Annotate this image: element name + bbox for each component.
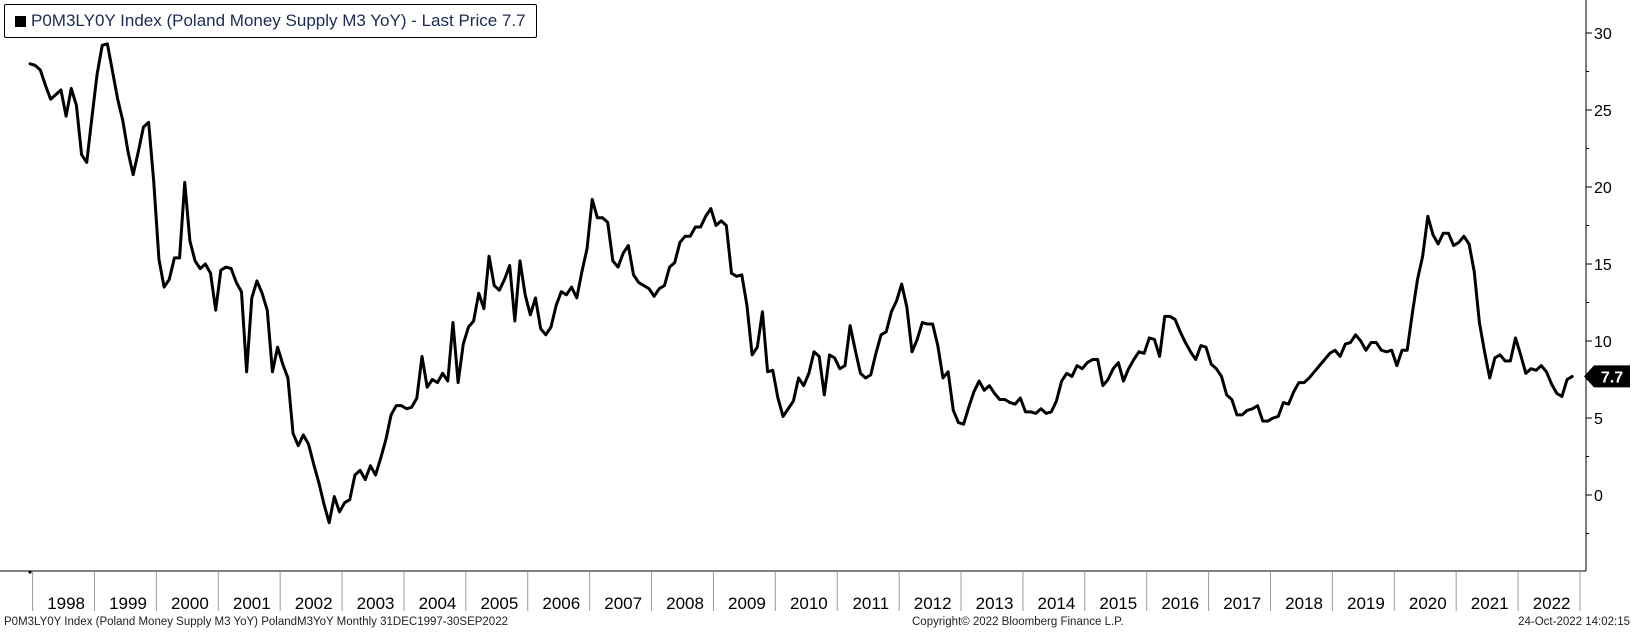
y-tick-label: 25	[1594, 103, 1612, 120]
x-axis-start-marker	[28, 570, 32, 574]
x-tick-label: 2011	[852, 594, 889, 613]
x-tick-label: 2003	[357, 594, 395, 613]
y-tick-label: 30	[1594, 26, 1612, 43]
footer-copyright: Copyright© 2022 Bloomberg Finance L.P.	[912, 616, 1124, 628]
y-tick-label: 0	[1594, 488, 1603, 505]
y-tick-label: 15	[1594, 257, 1612, 274]
chart-legend: P0M3LY0Y Index (Poland Money Supply M3 Y…	[4, 4, 537, 38]
x-tick-label: 2002	[295, 594, 333, 613]
chart-ticks: 0 5 10 15 20 25 30 1998 1999 2000 2001 2002 2003 2004…	[32, 26, 1612, 613]
x-tick-label: 2009	[728, 594, 766, 613]
x-tick-label: 2016	[1161, 594, 1199, 613]
x-tick-label: 2019	[1347, 594, 1385, 613]
y-tick-label: 10	[1594, 334, 1612, 351]
x-tick-label: 2007	[604, 594, 642, 613]
x-tick-label: 2004	[419, 594, 457, 613]
x-tick-label: 2021	[1471, 594, 1509, 613]
x-tick-label: 2013	[976, 594, 1014, 613]
x-tick-label: 2000	[171, 594, 209, 613]
last-value-label: 7.7	[1601, 369, 1623, 386]
x-tick-label: 2008	[666, 594, 704, 613]
x-tick-label: 2015	[1099, 594, 1137, 613]
footer-timestamp: 24-Oct-2022 14:02:15	[1518, 616, 1630, 628]
x-tick-label: 2012	[914, 594, 952, 613]
chart-series	[28, 42, 1574, 525]
x-tick-label: 2018	[1285, 594, 1323, 613]
x-tick-label: 2022	[1533, 594, 1571, 613]
x-tick-label: 2005	[480, 594, 518, 613]
x-tick-label: 1999	[109, 594, 147, 613]
x-tick-label: 2020	[1409, 594, 1447, 613]
chart-axes	[0, 0, 1587, 574]
x-tick-label: 2010	[790, 594, 828, 613]
y-tick-label: 5	[1594, 411, 1603, 428]
legend-swatch	[15, 15, 26, 27]
y-tick-label: 20	[1594, 180, 1612, 197]
x-tick-label: 2006	[542, 594, 580, 613]
chart-last-value: 7.7	[1584, 365, 1630, 388]
footer-series-info: P0M3LY0Y Index (Poland Money Supply M3 Y…	[4, 616, 508, 628]
x-tick-label: 2017	[1223, 594, 1261, 613]
x-tick-label: 2014	[1038, 594, 1076, 613]
legend-text: P0M3LY0Y Index (Poland Money Supply M3 Y…	[31, 11, 526, 30]
x-tick-label: 1998	[47, 594, 85, 613]
last-value-badge	[1584, 365, 1630, 388]
series-line	[28, 42, 1574, 525]
x-tick-label: 2001	[233, 594, 271, 613]
